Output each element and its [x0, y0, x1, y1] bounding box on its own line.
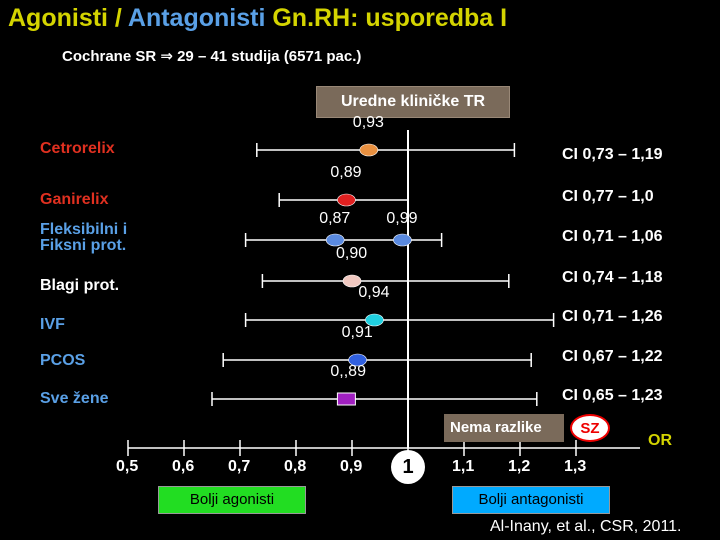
- point-value-label: 0,87: [319, 210, 351, 227]
- slide-title: Agonisti / Antagonisti Gn.RH: usporedba …: [8, 4, 507, 33]
- point-value-label: 0,,89: [330, 363, 366, 380]
- x-tick-label: 0,6: [172, 458, 195, 475]
- title-part-antagonisti: Antagonisti: [127, 4, 266, 32]
- sz-badge: SZ: [570, 414, 610, 442]
- ci-label: CI 0,65 – 1,23: [562, 387, 663, 404]
- row-label: Fleksibilni i Fiksni prot.: [40, 221, 128, 254]
- ci-label: CI 0,71 – 1,06: [562, 228, 663, 245]
- x-tick-label: 1: [391, 450, 425, 484]
- no-difference-label: Nema razlike: [444, 414, 564, 442]
- row-label: Sve žene: [40, 390, 109, 407]
- x-tick-label: 0,8: [284, 458, 307, 475]
- row-label: Cetrorelix: [40, 140, 115, 157]
- point-marker: [393, 233, 412, 247]
- row-label: PCOS: [40, 352, 86, 369]
- point-value-label: 0,90: [336, 245, 368, 262]
- x-tick-label: 0,9: [340, 458, 363, 475]
- better-agonists-box: Bolji agonisti: [158, 486, 306, 514]
- subtitle: Cochrane SR ⇒ 29 – 41 studija (6571 pac.…: [62, 48, 362, 65]
- point-marker: [337, 193, 356, 207]
- point-marker: [348, 353, 367, 367]
- point-value-label: 0,89: [330, 164, 362, 181]
- point-value-label: 0,99: [386, 210, 418, 227]
- citation: Al-Inany, et al., CSR, 2011.: [490, 518, 682, 535]
- ci-label: CI 0,73 – 1,19: [562, 146, 663, 163]
- point-value-label: 0,94: [358, 284, 390, 301]
- point-value-label: 0,93: [352, 114, 384, 131]
- row-label: Ganirelix: [40, 191, 109, 208]
- title-part-gnrh: Gn.RH: usporedba I: [265, 4, 508, 32]
- point-marker: [365, 313, 384, 327]
- point-marker: [336, 392, 356, 406]
- header-box: Uredne kliničke TR: [316, 86, 510, 118]
- point-marker: [359, 143, 379, 157]
- row-label: Blagi prot.: [40, 277, 120, 294]
- ci-label: CI 0,77 – 1,0: [562, 188, 654, 205]
- ci-label: CI 0,74 – 1,18: [562, 269, 663, 286]
- x-tick-label: 1,1: [452, 458, 475, 475]
- point-marker: [325, 233, 345, 247]
- x-tick-label: 0,7: [228, 458, 251, 475]
- point-value-label: 0,91: [341, 324, 373, 341]
- title-part-agonisti: Agonisti /: [8, 4, 128, 32]
- ci-label: CI 0,67 – 1,22: [562, 348, 663, 365]
- better-antagonists-box: Bolji antagonisti: [452, 486, 610, 514]
- ci-label: CI 0,71 – 1,26: [562, 308, 663, 325]
- x-axis-label: OR: [648, 432, 672, 449]
- x-tick-label: 1,3: [564, 458, 587, 475]
- point-marker: [342, 274, 362, 288]
- x-tick-label: 1,2: [508, 458, 531, 475]
- row-label: IVF: [40, 316, 65, 333]
- x-tick-label: 0,5: [116, 458, 139, 475]
